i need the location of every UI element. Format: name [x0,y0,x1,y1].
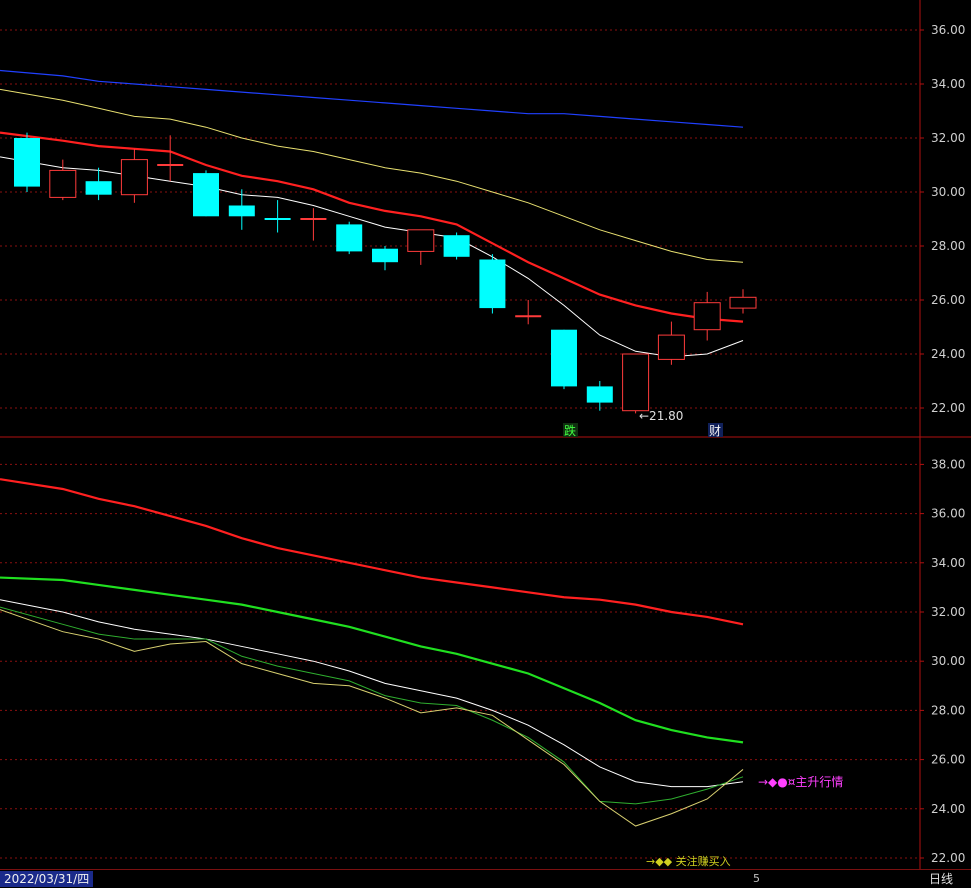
candle [228,189,255,230]
upper-y-tick-label: 36.00 [931,23,965,37]
upper-y-tick-label: 28.00 [931,239,965,253]
status-bar: 2022/03/31/四 5 日线 [0,869,971,888]
candle-body [693,302,721,331]
candle [515,300,542,325]
candle-body [657,334,685,360]
candle-body [14,138,40,187]
watch-buy-annotation: →◆◆ 关注赚买入 [646,854,731,868]
candle-body [479,259,506,309]
upper-y-tick-label: 24.00 [931,347,965,361]
low-price-marker: ←21.80 [639,409,683,423]
lower-y-tick-label: 24.00 [931,802,965,816]
signal-badge-bg [708,423,723,437]
candle [479,254,506,314]
candle [372,246,398,271]
candle-body [551,329,577,387]
ma-line-yellow [0,88,744,263]
candle-body [120,159,148,196]
candle [551,329,577,390]
indicator-line-yellow_thin [0,609,744,827]
candle [407,229,435,265]
candle [264,200,291,233]
candle-body [729,296,757,309]
upper-y-tick-label: 26.00 [931,293,965,307]
candle-body [407,229,435,252]
candle-body [85,181,112,195]
signal-badge-1: 财 [709,424,721,438]
candle-body [622,353,650,412]
lower-y-tick-label: 26.00 [931,753,965,767]
candle [120,148,148,203]
lower-y-tick-label: 38.00 [931,457,965,471]
candle [85,167,112,201]
indicator-line-red [0,478,744,626]
signal-badge-0: 跌 [564,423,576,438]
ma-line-red [0,131,744,323]
lower-y-tick-label: 30.00 [931,654,965,668]
upper-y-tick-label: 34.00 [931,77,965,91]
lower-y-tick-label: 34.00 [931,556,965,570]
lower-y-tick-label: 22.00 [931,851,965,865]
candle-body [336,224,363,252]
candle-body [372,248,398,263]
candle-body [586,386,613,403]
candle [622,353,650,414]
candle [693,291,721,341]
candle [657,321,685,365]
candle-body [193,173,219,217]
candle [586,381,613,411]
indicator-line-white [0,599,744,788]
candle [729,289,757,314]
candle [157,135,184,182]
upper-y-tick-label: 22.00 [931,401,965,415]
candle [443,232,470,260]
candle-body [228,205,255,217]
lower-y-tick-label: 28.00 [931,703,965,717]
main-uptrend-annotation: →◆●¤主升行情 [758,775,843,789]
upper-y-tick-label: 30.00 [931,185,965,199]
upper-y-tick-label: 32.00 [931,131,965,145]
signal-badge-bg [563,423,578,437]
candle [49,159,77,201]
indicator-line-green [0,576,744,744]
cursor-index: 5 [753,872,760,885]
candle [193,170,219,217]
candle [336,221,363,255]
indicator-line-green_thin [0,606,744,805]
lower-y-tick-label: 32.00 [931,605,965,619]
candle-body [49,169,77,198]
period-selector[interactable]: 日线 [928,872,953,886]
candle [300,208,327,241]
lower-y-tick-label: 36.00 [931,507,965,521]
ma-line-blue [0,69,744,128]
candle-body [443,235,470,257]
cursor-date: 2022/03/31/四 [0,871,94,887]
candle [14,132,40,192]
